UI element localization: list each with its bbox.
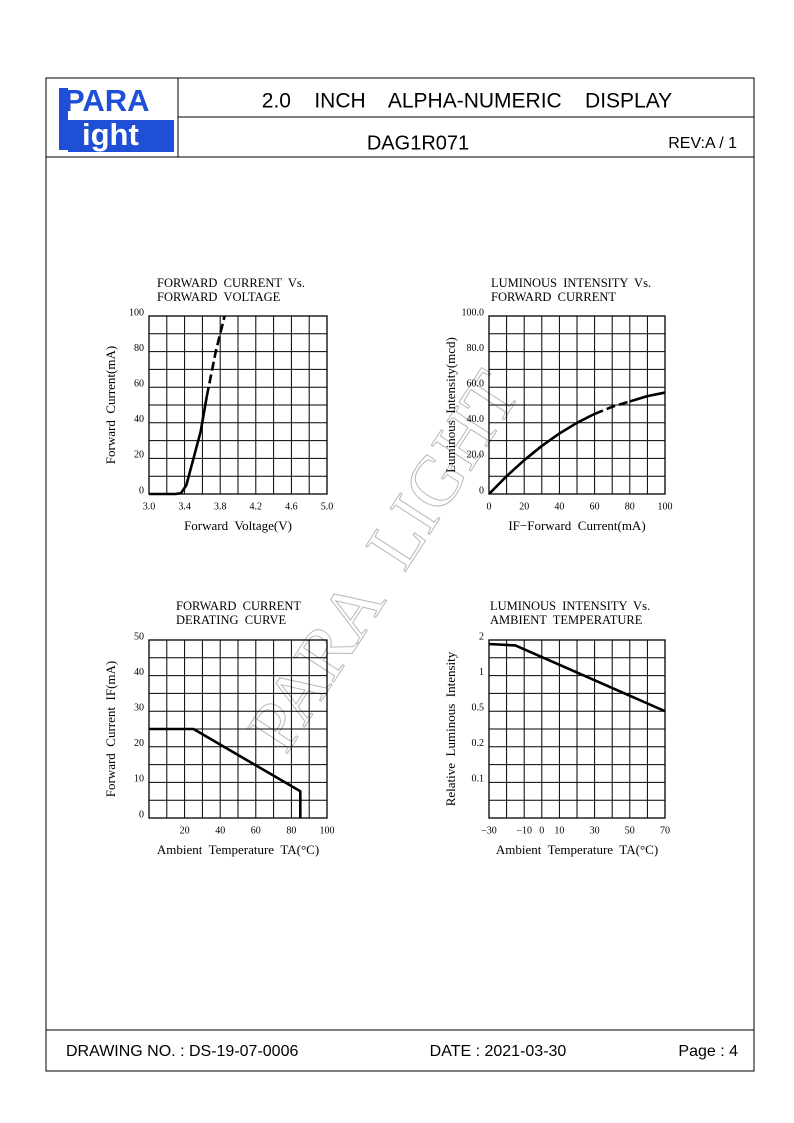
y-axis-label: Forward Current(mA) <box>103 346 118 464</box>
plot-frame <box>148 315 328 495</box>
x-tick-label: 10 <box>554 825 564 836</box>
plot-frame <box>488 639 666 819</box>
data-line <box>149 395 209 496</box>
chart-title: LUMINOUS INTENSITY Vs. <box>490 599 650 613</box>
y-tick-label: 30 <box>134 702 144 713</box>
x-tick-label: 30 <box>590 825 600 836</box>
y-tick-label: 40 <box>134 414 144 425</box>
date: DATE : 2021-03-30 <box>430 1043 567 1060</box>
y-tick-label: 0 <box>479 485 484 496</box>
x-axis-label: Forward Voltage(V) <box>184 518 292 533</box>
x-tick-label: −10 <box>516 825 532 836</box>
data-line <box>149 727 302 818</box>
x-tick-label: 100 <box>658 501 673 512</box>
x-tick-label: 0 <box>539 825 544 836</box>
y-tick-label: 20 <box>134 738 144 749</box>
x-tick-label: 4.2 <box>250 501 263 512</box>
y-tick-label: 80.0 <box>467 343 485 354</box>
logo-text: PARA <box>64 83 150 118</box>
chart-title: AMBIENT TEMPERATURE <box>490 613 643 627</box>
y-tick-label: 60 <box>134 378 144 389</box>
x-tick-label: 40 <box>215 825 225 836</box>
logo-text: ight <box>82 117 139 152</box>
x-tick-label: 60 <box>590 501 600 512</box>
x-tick-label: 80 <box>286 825 296 836</box>
chart-title: LUMINOUS INTENSITY Vs. <box>491 276 651 290</box>
plot-frame <box>488 315 666 495</box>
x-tick-label: 0 <box>487 501 492 512</box>
chart-title: FORWARD CURRENT Vs. <box>157 276 305 290</box>
x-tick-label: −30 <box>481 825 497 836</box>
x-tick-label: 80 <box>625 501 635 512</box>
y-tick-label: 0.5 <box>472 702 485 713</box>
y-tick-label: 100.0 <box>462 307 485 318</box>
y-tick-label: 0 <box>139 485 144 496</box>
logo: PARA ight <box>59 83 174 152</box>
y-tick-label: 10 <box>134 774 144 785</box>
y-tick-label: 1 <box>479 667 484 678</box>
y-tick-label: 60.0 <box>467 378 485 389</box>
page-number: Page : 4 <box>678 1043 738 1060</box>
x-axis-label: Ambient Temperature TA(°C) <box>496 842 658 857</box>
x-tick-label: 20 <box>180 825 190 836</box>
data-line <box>594 400 631 416</box>
x-tick-label: 40 <box>554 501 564 512</box>
data-line <box>629 391 666 403</box>
drawing-number: DRAWING NO. : DS-19-07-0006 <box>66 1043 298 1060</box>
y-tick-label: 40.0 <box>467 414 485 425</box>
y-tick-label: 100 <box>129 307 144 318</box>
x-axis-label: IF−Forward Current(mA) <box>508 518 645 533</box>
chart-title: FORWARD CURRENT <box>176 599 301 613</box>
x-tick-label: 3.8 <box>214 501 227 512</box>
x-tick-label: 5.0 <box>321 501 334 512</box>
data-line <box>488 642 666 713</box>
y-tick-label: 50 <box>134 631 144 642</box>
x-tick-label: 60 <box>251 825 261 836</box>
y-axis-label: Forward Current IF(mA) <box>103 661 118 797</box>
x-tick-label: 100 <box>320 825 335 836</box>
y-tick-label: 40 <box>134 667 144 678</box>
y-tick-label: 20.0 <box>467 450 485 461</box>
data-line <box>488 412 596 495</box>
y-tick-label: 0 <box>139 809 144 820</box>
chart-title: FORWARD CURRENT <box>491 290 616 304</box>
data-line <box>205 315 226 397</box>
y-tick-label: 2 <box>479 631 484 642</box>
y-tick-label: 0.2 <box>472 738 485 749</box>
x-tick-label: 3.4 <box>178 501 191 512</box>
chart-title: FORWARD VOLTAGE <box>157 290 281 304</box>
x-axis-label: Ambient Temperature TA(°C) <box>157 842 319 857</box>
part-number: DAG1R071 <box>367 132 469 154</box>
logo-block <box>68 120 174 152</box>
logo-bar <box>59 88 68 150</box>
x-tick-label: 3.0 <box>143 501 156 512</box>
x-tick-label: 50 <box>625 825 635 836</box>
y-tick-label: 20 <box>134 450 144 461</box>
y-axis-label: Relative Luminous Intensity <box>443 651 458 806</box>
x-tick-label: 4.6 <box>285 501 298 512</box>
revision: REV:A / 1 <box>668 135 737 152</box>
chart-title: DERATING CURVE <box>176 613 286 627</box>
x-tick-label: 70 <box>660 825 670 836</box>
x-tick-label: 20 <box>519 501 529 512</box>
y-axis-label: Luminous Intensity(mcd) <box>443 337 458 473</box>
document-title: 2.0 INCH ALPHA-NUMERIC DISPLAY <box>262 90 672 113</box>
y-tick-label: 80 <box>134 343 144 354</box>
page-frame <box>45 77 755 1072</box>
watermark: PARA LIGHT <box>232 357 535 764</box>
y-tick-label: 0.1 <box>472 774 485 785</box>
